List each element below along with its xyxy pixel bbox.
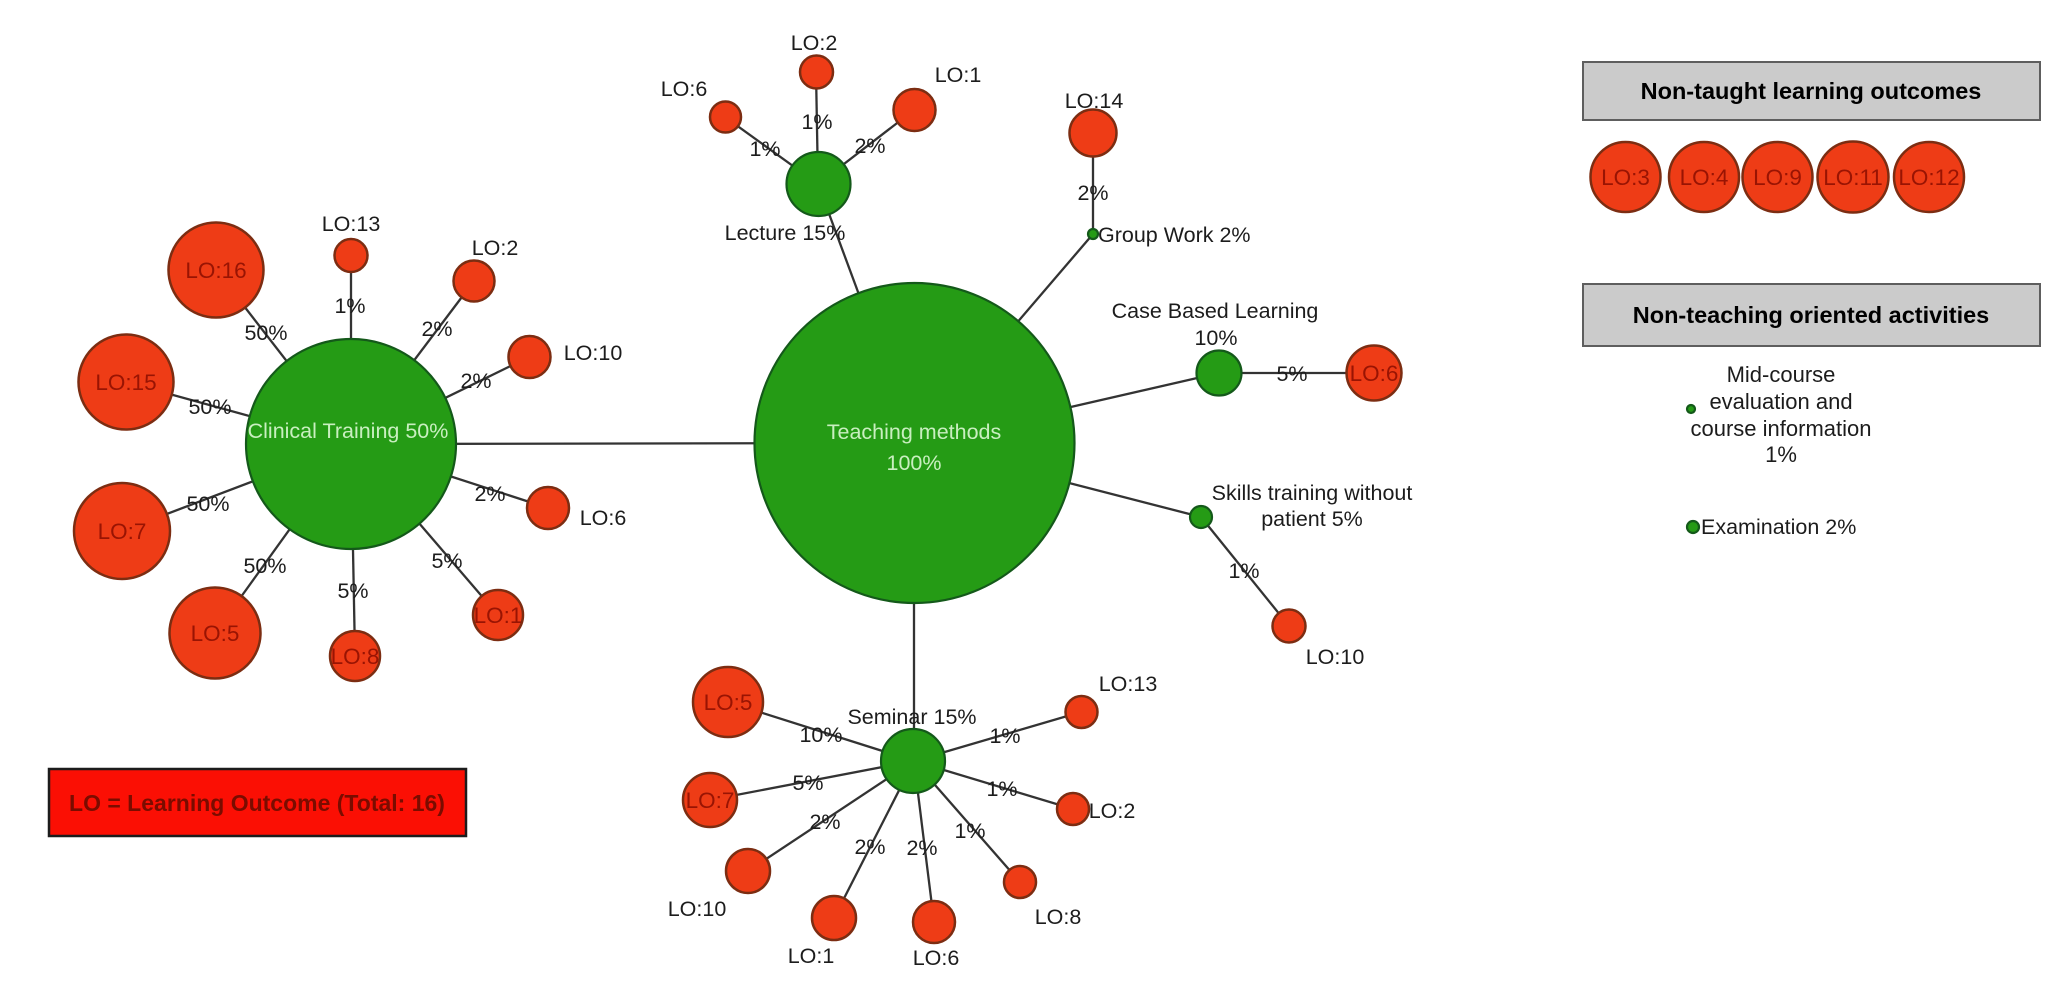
svg-text:LO:2: LO:2 bbox=[791, 31, 838, 55]
svg-text:LO:13: LO:13 bbox=[322, 212, 381, 236]
svg-text:LO:1: LO:1 bbox=[474, 603, 523, 628]
svg-text:LO:6: LO:6 bbox=[1350, 361, 1399, 386]
svg-text:2%: 2% bbox=[854, 134, 885, 158]
svg-text:5%: 5% bbox=[792, 771, 823, 795]
svg-text:100%: 100% bbox=[887, 451, 942, 475]
svg-text:LO:12: LO:12 bbox=[1898, 165, 1959, 190]
svg-text:course information: course information bbox=[1691, 416, 1872, 441]
svg-text:LO:3: LO:3 bbox=[1601, 165, 1650, 190]
svg-text:patient 5%: patient 5% bbox=[1261, 507, 1363, 531]
svg-text:Group Work 2%: Group Work 2% bbox=[1098, 223, 1251, 247]
svg-text:50%: 50% bbox=[244, 321, 287, 345]
svg-text:5%: 5% bbox=[1276, 362, 1307, 386]
svg-text:Teaching methods: Teaching methods bbox=[827, 420, 1002, 444]
svg-text:5%: 5% bbox=[431, 549, 462, 573]
svg-text:1%: 1% bbox=[749, 137, 780, 161]
svg-text:Examination 2%: Examination 2% bbox=[1701, 515, 1856, 539]
svg-text:evaluation and: evaluation and bbox=[1709, 389, 1852, 414]
svg-text:LO:10: LO:10 bbox=[1306, 645, 1365, 669]
svg-text:LO:5: LO:5 bbox=[191, 621, 240, 646]
svg-text:LO:14: LO:14 bbox=[1065, 89, 1124, 113]
svg-text:2%: 2% bbox=[421, 317, 452, 341]
svg-text:LO:13: LO:13 bbox=[1099, 672, 1158, 696]
svg-text:10%: 10% bbox=[799, 723, 842, 747]
svg-text:1%: 1% bbox=[989, 724, 1020, 748]
svg-text:LO:9: LO:9 bbox=[1753, 165, 1802, 190]
svg-text:1%: 1% bbox=[954, 819, 985, 843]
svg-text:LO:4: LO:4 bbox=[1680, 165, 1729, 190]
svg-text:LO:8: LO:8 bbox=[1035, 905, 1082, 929]
svg-text:2%: 2% bbox=[474, 482, 505, 506]
svg-text:10%: 10% bbox=[1194, 326, 1237, 350]
svg-text:LO:1: LO:1 bbox=[935, 63, 982, 87]
svg-text:Non-teaching oriented activiti: Non-teaching oriented activities bbox=[1633, 302, 1989, 328]
svg-text:2%: 2% bbox=[854, 835, 885, 859]
svg-text:5%: 5% bbox=[337, 579, 368, 603]
svg-text:Clinical Training 50%: Clinical Training 50% bbox=[248, 419, 449, 443]
svg-text:1%: 1% bbox=[1765, 442, 1797, 467]
svg-text:LO:16: LO:16 bbox=[185, 258, 246, 283]
svg-text:LO:10: LO:10 bbox=[564, 341, 623, 365]
svg-text:LO:6: LO:6 bbox=[661, 77, 708, 101]
svg-text:50%: 50% bbox=[243, 554, 286, 578]
svg-text:LO:8: LO:8 bbox=[331, 644, 380, 669]
svg-text:Seminar 15%: Seminar 15% bbox=[847, 705, 976, 729]
svg-text:LO:10: LO:10 bbox=[668, 897, 727, 921]
svg-text:LO:2: LO:2 bbox=[1089, 799, 1136, 823]
svg-text:50%: 50% bbox=[186, 492, 229, 516]
svg-text:LO:11: LO:11 bbox=[1823, 165, 1883, 190]
svg-text:Non-taught learning outcomes: Non-taught learning outcomes bbox=[1641, 78, 1982, 104]
svg-text:Lecture 15%: Lecture 15% bbox=[725, 221, 846, 245]
svg-text:1%: 1% bbox=[986, 777, 1017, 801]
svg-text:2%: 2% bbox=[809, 810, 840, 834]
svg-text:1%: 1% bbox=[801, 110, 832, 134]
svg-text:LO:6: LO:6 bbox=[913, 946, 960, 970]
svg-text:2%: 2% bbox=[906, 836, 937, 860]
svg-text:LO:1: LO:1 bbox=[788, 944, 835, 968]
svg-text:Skills training without: Skills training without bbox=[1212, 481, 1413, 505]
svg-text:LO:2: LO:2 bbox=[472, 236, 519, 260]
svg-text:LO:7: LO:7 bbox=[686, 788, 735, 813]
svg-text:Mid-course: Mid-course bbox=[1727, 362, 1836, 387]
svg-text:2%: 2% bbox=[460, 369, 491, 393]
svg-text:2%: 2% bbox=[1077, 181, 1108, 205]
svg-text:Case Based Learning: Case Based Learning bbox=[1112, 299, 1319, 323]
svg-text:LO = Learning Outcome (Total:: LO = Learning Outcome (Total: 16) bbox=[69, 790, 445, 816]
svg-text:LO:7: LO:7 bbox=[98, 519, 147, 544]
svg-text:1%: 1% bbox=[334, 294, 365, 318]
svg-text:LO:5: LO:5 bbox=[704, 690, 753, 715]
svg-text:1%: 1% bbox=[1228, 559, 1259, 583]
svg-text:LO:6: LO:6 bbox=[580, 506, 627, 530]
svg-text:LO:15: LO:15 bbox=[95, 370, 156, 395]
svg-text:50%: 50% bbox=[188, 395, 231, 419]
